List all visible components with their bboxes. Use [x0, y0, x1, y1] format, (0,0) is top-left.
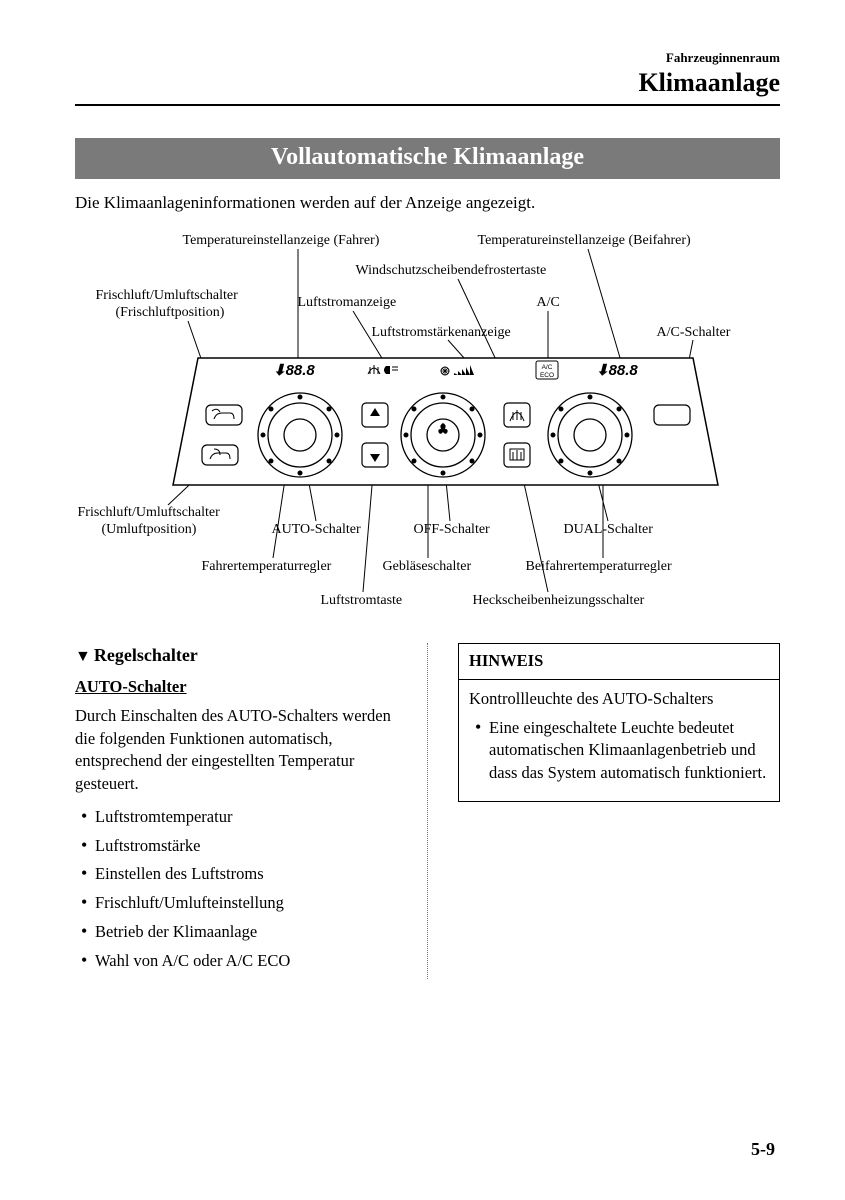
list-item: Luftstromtemperatur: [75, 806, 397, 829]
column-divider: [427, 643, 428, 979]
note-bullet: Eine eingeschaltete Leuchte bedeutet aut…: [469, 717, 769, 785]
list-item: Betrieb der Klimaanlage: [75, 921, 397, 944]
seg-right: ⬇88.8: [596, 362, 638, 379]
section-label: Fahrzeuginnenraum: [75, 50, 780, 66]
left-column: ▼Regelschalter AUTO-Schalter Durch Einsc…: [75, 643, 397, 979]
list-item: Frischluft/Umlufteinstellung: [75, 892, 397, 915]
ac-eco-1: A/C: [541, 364, 552, 371]
climate-panel-svg: ⬇88.8 A/C ECO ⬇88.8: [78, 233, 778, 623]
note-title: HINWEIS: [459, 644, 779, 680]
list-item: Einstellen des Luftstroms: [75, 863, 397, 886]
switch-name: AUTO-Schalter: [75, 676, 397, 699]
note-body: Kontrollleuchte des AUTO-Schalters Eine …: [459, 680, 779, 801]
page-number: 5-9: [751, 1139, 775, 1160]
list-item: Luftstromstärke: [75, 835, 397, 858]
climate-control-diagram: Temperatureinstellanzeige (Fahrer) Tempe…: [78, 233, 778, 623]
section-title-bar: Vollautomatische Klimaanlage: [75, 138, 780, 179]
note-box: HINWEIS Kontrollleuchte des AUTO-Schalte…: [458, 643, 780, 802]
right-column: HINWEIS Kontrollleuchte des AUTO-Schalte…: [458, 643, 780, 979]
chapter-title: Klimaanlage: [75, 68, 780, 98]
page-header: Fahrzeuginnenraum Klimaanlage: [75, 50, 780, 98]
auto-paragraph: Durch Einschalten des AUTO-Schalters wer…: [75, 705, 397, 796]
ac-btn-label: A/C: [664, 411, 680, 421]
subheading: ▼Regelschalter: [75, 643, 397, 668]
ac-eco-2: ECO: [539, 372, 553, 379]
content-columns: ▼Regelschalter AUTO-Schalter Durch Einsc…: [75, 643, 780, 979]
note-lead: Kontrollleuchte des AUTO-Schalters: [469, 688, 769, 711]
mode-label: MODE: [366, 421, 383, 427]
seg-left: ⬇88.8: [273, 362, 315, 379]
intro-text: Die Klimaanlageninformationen werden auf…: [75, 193, 780, 213]
dial-dual-label: DUAL: [579, 431, 601, 440]
header-rule: [75, 104, 780, 106]
dial-off-label: OFF: [436, 440, 450, 447]
list-item: Wahl von A/C oder A/C ECO: [75, 950, 397, 973]
subheading-text: Regelschalter: [94, 645, 198, 665]
auto-bullets: Luftstromtemperatur Luftstromstärke Eins…: [75, 806, 397, 973]
dial-auto-label: AUTO: [288, 431, 310, 440]
